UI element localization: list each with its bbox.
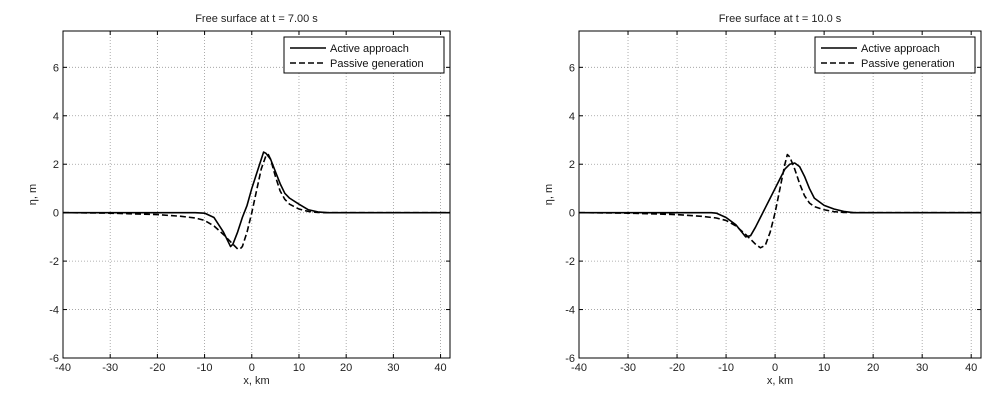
x-tick-label: -30 [102, 362, 118, 374]
x-tick-label: -30 [620, 362, 636, 374]
chart-title: Free surface at t = 7.00 s [195, 13, 318, 25]
legend-entry-1: Active approach [861, 43, 940, 55]
x-tick-label: 0 [772, 362, 778, 374]
y-tick-label: 0 [569, 208, 575, 220]
x-tick-label: -40 [55, 362, 71, 374]
x-tick-label: 0 [249, 362, 255, 374]
y-tick-label: -2 [565, 256, 575, 268]
x-tick-label: -10 [197, 362, 213, 374]
x-tick-label: 10 [293, 362, 305, 374]
legend: Active approach Passive generation [283, 36, 445, 74]
y-axis-label: η, m [543, 184, 555, 205]
x-tick-label: 20 [340, 362, 352, 374]
y-tick-label: 4 [53, 111, 59, 123]
y-tick-label: 6 [569, 62, 575, 74]
x-tick-label: 20 [867, 362, 879, 374]
chart-title: Free surface at t = 10.0 s [719, 13, 842, 25]
x-tick-label: -20 [669, 362, 685, 374]
x-tick-label: 10 [818, 362, 830, 374]
legend-entry-1: Active approach [330, 43, 409, 55]
y-tick-label: -6 [565, 353, 575, 365]
y-tick-label: -4 [565, 305, 575, 317]
x-tick-label: -10 [718, 362, 734, 374]
y-tick-label: -2 [49, 256, 59, 268]
series-line-active-approach [63, 151, 450, 248]
x-axis-label: x, km [767, 375, 793, 387]
x-tick-label: -40 [571, 362, 587, 374]
y-tick-label: 0 [53, 208, 59, 220]
axes-box [578, 30, 982, 359]
y-tick-label: 2 [569, 159, 575, 171]
legend-box [814, 36, 976, 74]
x-tick-label: -20 [149, 362, 165, 374]
y-tick-label: -4 [49, 305, 59, 317]
legend: Active approach Passive generation [814, 36, 976, 74]
x-axis-label: x, km [243, 375, 269, 387]
x-tick-label: 40 [434, 362, 446, 374]
legend-box [283, 36, 445, 74]
y-tick-label: 2 [53, 159, 59, 171]
y-tick-label: 4 [569, 111, 575, 123]
y-tick-label: -6 [49, 353, 59, 365]
axes-box [62, 30, 451, 359]
series-line-passive-generation [578, 153, 981, 249]
y-axis-label: η, m [27, 184, 39, 205]
x-tick-label: 30 [916, 362, 928, 374]
series-line-passive-generation [62, 153, 450, 250]
series-line-active-approach [579, 162, 981, 238]
legend-entry-2: Passive generation [330, 58, 424, 70]
plot-area [579, 31, 981, 358]
x-tick-label: 40 [965, 362, 977, 374]
y-tick-label: 6 [53, 62, 59, 74]
x-tick-label: 30 [387, 362, 399, 374]
legend-entry-2: Passive generation [861, 58, 955, 70]
